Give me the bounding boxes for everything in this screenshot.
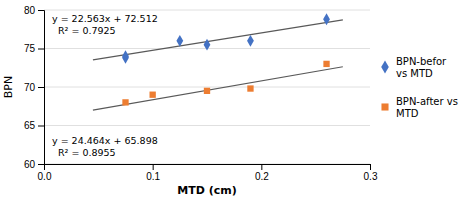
grid	[44, 10, 370, 164]
tick: 65	[24, 120, 44, 131]
legend-item: BPN-after vsMTD	[381, 96, 457, 119]
tick-label: 0.0	[38, 171, 52, 182]
point	[122, 99, 128, 105]
point	[122, 50, 129, 62]
legend-label: BPN-beforvs MTD	[396, 56, 447, 79]
chart: 0.0 0.1 0.2 0.3 60 65 70 75 80 y = 22.563x + 72.5…	[0, 0, 474, 200]
point	[323, 13, 330, 25]
point	[150, 92, 156, 98]
annotation: R² = 0.7925	[58, 25, 116, 36]
point	[247, 85, 253, 91]
tick-label: 0.1	[146, 171, 160, 182]
tick-mark	[261, 164, 262, 170]
point	[204, 39, 211, 51]
series	[122, 61, 329, 106]
tick: 0.2	[255, 164, 269, 182]
point	[323, 61, 329, 67]
legend-label: BPN-after vsMTD	[396, 96, 458, 119]
tick-mark	[38, 126, 44, 127]
x-axis: 0.0 0.1 0.2 0.3	[38, 164, 378, 182]
plot: 0.0 0.1 0.2 0.3 60 65 70 75 80 y = 22.563x + 72.5…	[24, 5, 378, 182]
legend: BPN-beforvs MTD BPN-after vsMTD	[381, 56, 458, 119]
grid-line	[44, 125, 370, 126]
marks	[93, 13, 343, 110]
tick-label: 60	[24, 159, 36, 170]
legend-symbol	[381, 60, 389, 73]
tick-label: 65	[24, 120, 36, 131]
trend-line	[93, 20, 343, 60]
annotation: R² = 0.8955	[58, 147, 116, 158]
grid-line	[44, 87, 370, 88]
tick-mark	[153, 164, 154, 170]
legend-symbol	[381, 103, 388, 110]
trend-line	[93, 67, 343, 110]
tick-mark	[38, 87, 44, 88]
point	[247, 35, 254, 47]
point	[204, 88, 210, 94]
tick-label: 70	[24, 82, 36, 93]
tick: 75	[24, 43, 44, 54]
y-axis: 60 65 70 75 80	[24, 5, 45, 170]
tick-label: 75	[24, 43, 36, 54]
point	[176, 35, 183, 47]
annotation: y = 22.563x + 72.512	[52, 13, 158, 24]
tick: 70	[24, 82, 44, 93]
annotation: y = 24.464x + 65.898	[52, 135, 158, 146]
tick: 60	[24, 159, 44, 170]
tick: 0.1	[146, 164, 160, 182]
tick-label: 0.3	[364, 171, 378, 182]
axis-line	[38, 11, 45, 165]
tick-label: 0.2	[255, 171, 269, 182]
legend-item: BPN-beforvs MTD	[381, 56, 447, 79]
tick-mark	[38, 164, 44, 165]
tick: 0.0	[38, 164, 52, 182]
y-axis-title: BPN	[2, 76, 15, 98]
tick: 0.3	[364, 164, 378, 182]
tick: 80	[24, 5, 44, 16]
tick-label: 80	[24, 5, 36, 16]
grid-line	[44, 10, 370, 11]
axis-line	[45, 165, 371, 171]
tick-mark	[370, 164, 371, 170]
x-axis-title: MTD (cm)	[177, 184, 236, 197]
tick-mark	[38, 49, 44, 50]
tick-mark	[38, 10, 44, 11]
